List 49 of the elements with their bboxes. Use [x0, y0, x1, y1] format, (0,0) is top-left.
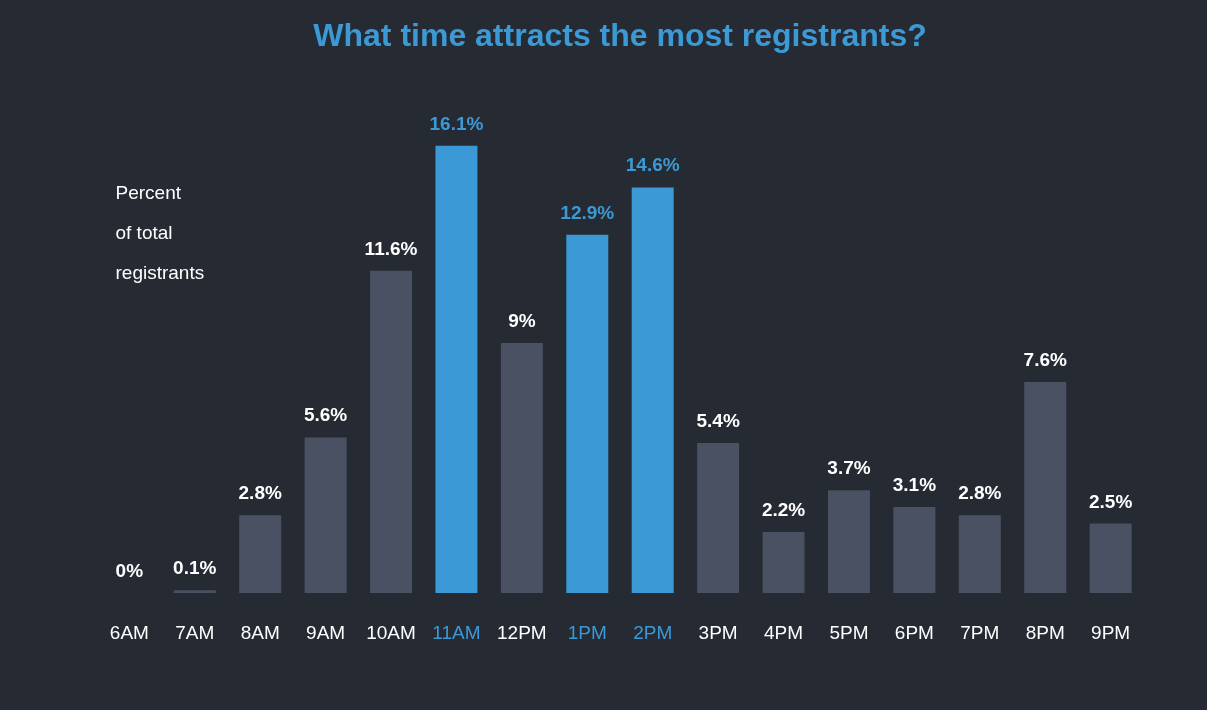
data-label: 2.8% — [238, 482, 282, 504]
x-tick-label: 1PM — [567, 621, 607, 643]
bar — [1089, 523, 1132, 593]
data-label: 2.8% — [958, 482, 1002, 504]
bar — [173, 590, 216, 593]
x-tick-label: 10AM — [366, 621, 416, 643]
bar — [827, 490, 870, 593]
x-tick-label: 4PM — [764, 621, 804, 643]
bar — [239, 515, 282, 593]
bar — [697, 443, 740, 593]
data-label: 12.9% — [560, 201, 615, 223]
x-tick-label: 11AM — [432, 621, 481, 643]
bar — [304, 437, 347, 593]
x-tick-label: 5PM — [829, 621, 869, 643]
data-label: 14.6% — [625, 154, 680, 176]
bar — [370, 270, 413, 593]
data-label: 3.1% — [892, 473, 937, 495]
data-label: 0.1% — [173, 557, 217, 579]
bar — [958, 515, 1001, 593]
bar — [762, 531, 805, 593]
x-tick-label: 8AM — [240, 621, 280, 643]
data-label: 9% — [508, 310, 536, 331]
x-tick-label: 9AM — [306, 621, 346, 643]
bar — [1024, 381, 1067, 593]
data-label: 5.6% — [303, 404, 348, 426]
data-label: 2.2% — [761, 498, 806, 520]
x-tick-label: 7AM — [175, 621, 215, 643]
x-tick-label: 7PM — [960, 621, 1000, 643]
x-tick-label: 8PM — [1025, 621, 1065, 643]
data-label: 16.1% — [429, 112, 484, 134]
bar — [435, 145, 478, 593]
x-tick-label: 9PM — [1091, 621, 1131, 643]
chart-title: What time attracts the most registrants? — [313, 17, 927, 53]
x-tick-label: 6PM — [894, 621, 934, 643]
bar — [566, 234, 609, 593]
bar — [893, 506, 936, 593]
x-tick-label: 3PM — [698, 621, 738, 643]
y-axis-title: Percent of total registrants — [115, 181, 205, 283]
bar — [500, 343, 543, 593]
data-label: 11.6% — [364, 237, 418, 259]
data-label: 0% — [115, 560, 144, 581]
x-tick-label: 2PM — [633, 621, 673, 643]
bar — [631, 187, 674, 593]
data-label: 7.6% — [1023, 348, 1067, 370]
x-tick-label: 12PM — [497, 621, 547, 643]
data-label: 2.5% — [1089, 490, 1133, 512]
data-label: 3.7% — [827, 457, 871, 479]
x-tick-label: 6AM — [109, 621, 149, 643]
data-label: 5.4% — [696, 410, 740, 431]
